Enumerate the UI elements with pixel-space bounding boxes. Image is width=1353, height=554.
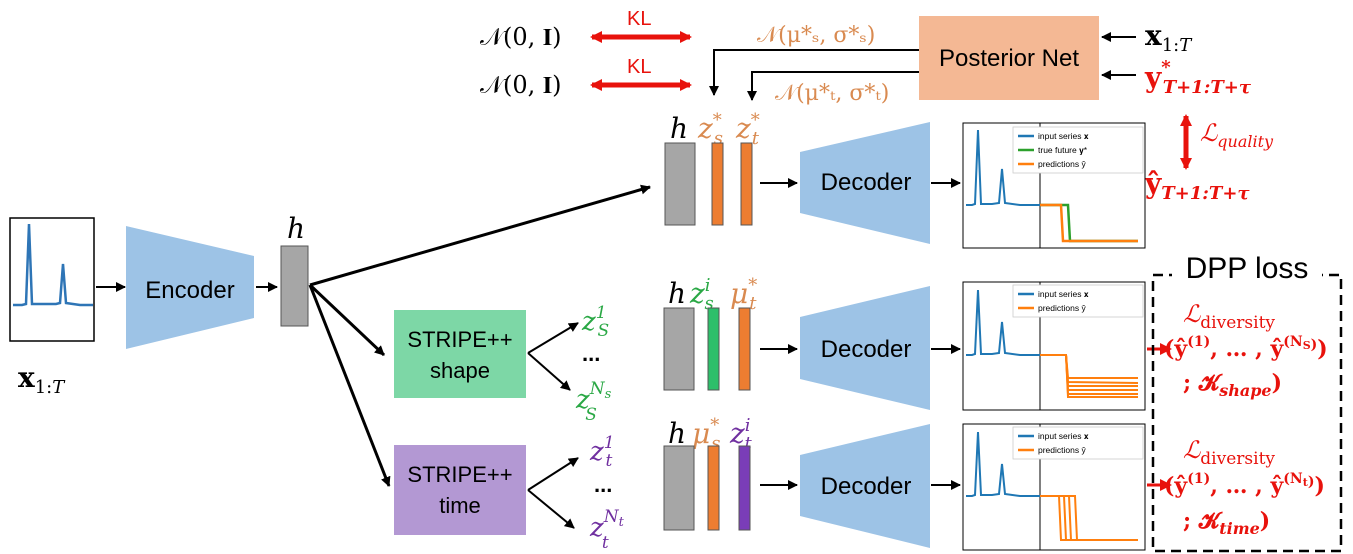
dpp-shape-loss-l3: ; 𝓚shape) [1183, 370, 1282, 400]
shape-mu-t-vector [738, 307, 751, 391]
dpp-shape-loss-l1: ℒdiversity [1183, 300, 1275, 333]
top-legend-pred: predictions ŷ [1038, 159, 1086, 169]
posterior-s-label: 𝒩(μ*ₛ, σ*ₛ) [757, 23, 875, 48]
stripe-time-box [394, 445, 526, 535]
posterior-to-zs-line [709, 49, 919, 96]
time-legend-pred: predictions ŷ [1038, 445, 1086, 455]
time-legend-input: input series 𝐱 [1038, 431, 1089, 441]
kl-label-2: KL [627, 56, 651, 78]
shape-plot-legend [1012, 284, 1144, 318]
stripe-time-label-1: STRIPE++ [407, 462, 512, 487]
top-h-label: h [670, 112, 688, 145]
shape-h-label: h [668, 277, 686, 310]
time-z-first: z1 t [589, 433, 615, 471]
encoder-label: Encoder [145, 277, 234, 304]
top-plot-legend [1012, 126, 1144, 174]
time-dots: ... [594, 472, 612, 497]
shape-z-last: zNs S [575, 379, 612, 425]
top-decoder-label: Decoder [821, 169, 912, 196]
encoder-shape [126, 226, 254, 349]
dpp-time-loss-l2: (ŷ(1), … , ŷ(Nt)) [1164, 471, 1325, 499]
encoder-h-vector [280, 245, 309, 327]
time-zt-vector [738, 445, 751, 531]
time-plot-input-line [966, 431, 1040, 497]
dpp-title: DPP loss [1186, 252, 1309, 285]
encoder-h-label: h [287, 212, 305, 245]
time-plot-legend [1012, 426, 1144, 460]
dpp-title-bg [1172, 252, 1322, 286]
top-zt-vector [740, 142, 753, 226]
x-input-top-label: 𝐱1:T [1145, 19, 1193, 56]
shape-h-vector [663, 307, 695, 391]
y-true-label: 𝐲* T+1:T+τ [1144, 57, 1252, 98]
top-zs-vector [711, 142, 724, 226]
shape-decoder-shape [800, 286, 930, 410]
posterior-to-zt-line [747, 71, 919, 101]
dpp-time-loss-l1: ℒdiversity [1183, 436, 1275, 469]
stripe-time-label-2: time [439, 493, 481, 518]
h-to-shape-arrow [308, 283, 386, 357]
time-decoder-label: Decoder [821, 473, 912, 500]
posterior-t-label: 𝒩(μ*ₜ, σ*ₜ) [775, 81, 889, 106]
shape-dots: ... [582, 341, 600, 366]
time-decoder-shape [800, 424, 930, 548]
stripe-time-to-z1-arrow [527, 457, 579, 491]
shape-legend-input: input series 𝐱 [1038, 289, 1089, 299]
dpp-shape-loss-l2: (ŷ(1), … , ŷ(NS)) [1164, 334, 1328, 362]
top-h-vector [664, 142, 696, 226]
prior-1-label: 𝒩(0, 𝐈) [480, 23, 562, 51]
stripe-time-to-zn-arrow [527, 489, 575, 529]
shape-decoder-label: Decoder [821, 336, 912, 363]
h-to-top-branch-arrow [309, 184, 651, 287]
stripe-shape-to-z1-arrow [527, 322, 579, 354]
time-zt-label: zi t [729, 415, 753, 454]
top-plot-input-line [966, 129, 1040, 206]
input-series-line [13, 223, 93, 307]
time-plot-predictions [1040, 495, 1138, 541]
shape-legend-pred: predictions ŷ [1038, 303, 1086, 313]
time-h-label: h [668, 417, 686, 450]
top-legend-input: input series 𝐱 [1038, 131, 1089, 141]
time-mu-s-vector [707, 445, 720, 531]
y-hat-label: ŷT+1:T+τ [1144, 167, 1250, 204]
stripe-shape-label-2: shape [430, 358, 490, 383]
top-legend-true: true future 𝐲* [1038, 145, 1088, 155]
time-z-last: zNt t [589, 507, 625, 553]
shape-z-first: z1 S [581, 303, 609, 341]
input-series-plot [9, 217, 95, 342]
stripe-shape-to-zn-arrow [527, 352, 571, 391]
posterior-net-label: Posterior Net [939, 45, 1079, 72]
prior-2-label: 𝒩(0, 𝐈) [480, 71, 562, 99]
shape-plot-input-line [966, 289, 1040, 356]
dpp-time-loss-l3: ; 𝓚time) [1183, 508, 1270, 538]
stripe-shape-label-1: STRIPE++ [407, 327, 512, 352]
top-plot-pred-line [1040, 203, 1138, 243]
input-x-label: 𝐱1:T [18, 361, 66, 398]
time-h-vector [663, 445, 695, 531]
kl-label-1: KL [627, 8, 651, 30]
h-to-time-arrow [308, 284, 391, 487]
top-decoder-shape [800, 122, 930, 244]
quality-loss-label: ℒquality [1200, 119, 1274, 151]
shape-zs-vector [707, 307, 720, 391]
dpp-loss-box [1151, 273, 1343, 553]
shape-plot-predictions [1040, 354, 1139, 398]
stripe-shape-box [394, 310, 526, 398]
posterior-net-box [919, 16, 1099, 100]
